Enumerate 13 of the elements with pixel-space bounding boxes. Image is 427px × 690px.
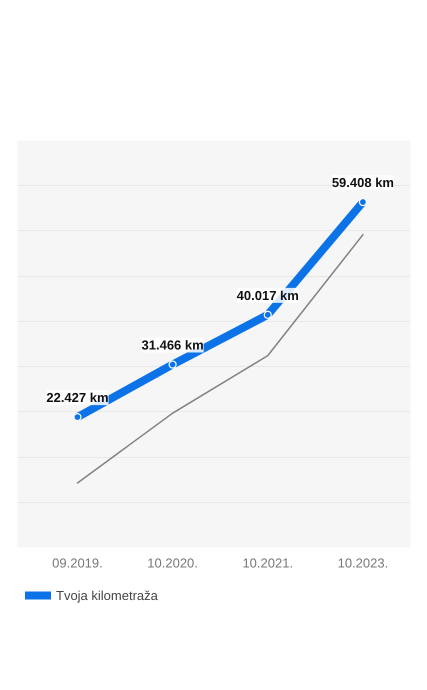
point [264,310,272,319]
point [358,198,368,206]
legend-label: Tvoja kilometraža [56,588,158,602]
data-label: 22.427 km [46,390,109,406]
x-tick-label: 10.2021. [242,556,294,570]
point [168,360,177,369]
data-label: 40.017 km [236,288,299,303]
data-label: 31.466 km [142,338,204,353]
x-tick-label: 10.2023. [338,556,388,570]
x-tick-label: 10.2020. [147,556,198,570]
point [73,413,82,422]
data-label: 59.408 km [332,175,394,190]
x-tick-label: 09.2019. [52,556,103,570]
